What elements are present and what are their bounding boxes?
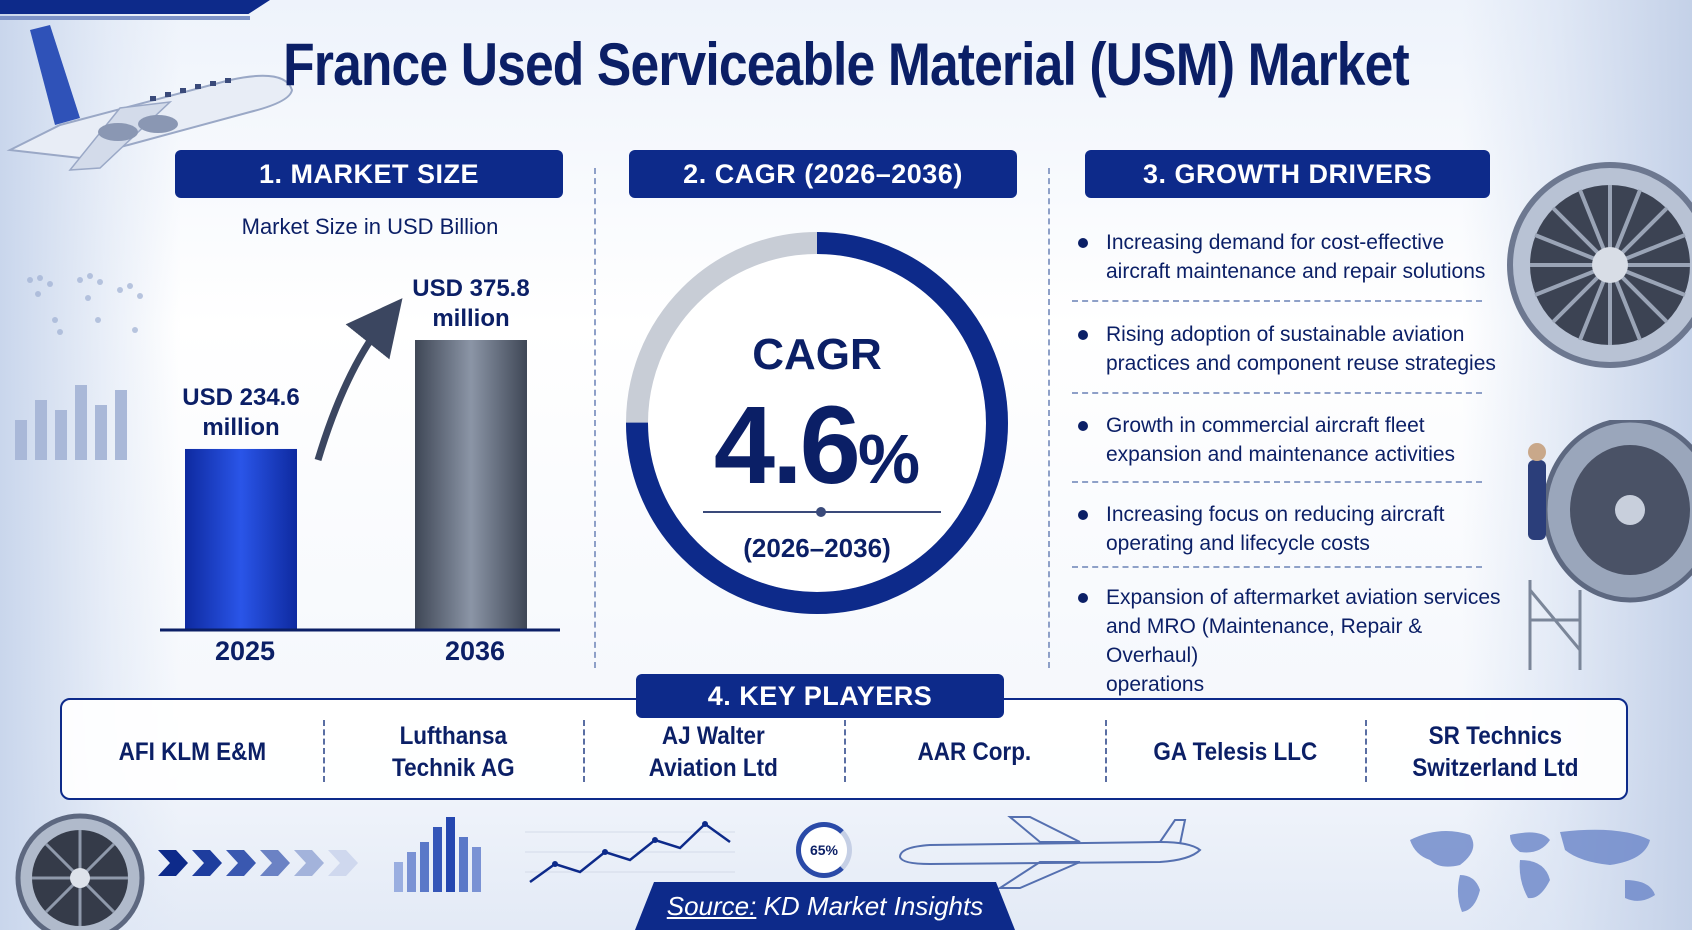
driver-bullet-icon bbox=[1078, 421, 1088, 431]
key-player-line: AFI KLM E&M bbox=[118, 738, 267, 766]
bar-2036-value-label: USD 375.8 million bbox=[385, 274, 557, 334]
key-player-item: SR Technics Switzerland Ltd bbox=[1378, 722, 1613, 782]
line-chart-icon bbox=[525, 821, 735, 884]
bar-2036-year: 2036 bbox=[444, 636, 506, 666]
growth-driver-item: Growth in commercial aircraft fleet expan… bbox=[1106, 411, 1501, 469]
growth-driver-line: operations bbox=[1106, 673, 1205, 696]
key-player-name: SR Technics Switzerland Ltd bbox=[1413, 720, 1579, 784]
cagr-value: 4.6 bbox=[713, 384, 861, 507]
growth-driver-line: Increasing demand for cost-effective bbox=[1106, 231, 1445, 254]
panel-divider-2 bbox=[1048, 168, 1050, 668]
cagr-header: 2. CAGR (2026–2036) bbox=[629, 150, 1017, 198]
growth-driver-line: expansion and maintenance activities bbox=[1106, 443, 1456, 466]
bar-2025 bbox=[185, 448, 297, 630]
cagr-value-wrap: 4.6% bbox=[622, 382, 1012, 509]
market-size-subtitle: Market Size in USD Billion bbox=[241, 214, 499, 239]
key-player-item: AJ Walter Aviation Ltd bbox=[596, 722, 831, 782]
key-player-item: Lufthansa Technik AG bbox=[336, 722, 571, 782]
cagr-ring bbox=[626, 232, 1008, 614]
growth-driver-separator bbox=[1072, 566, 1482, 568]
bar-2025-unit: million bbox=[202, 413, 280, 441]
bar-2036-value: USD 375.8 bbox=[412, 275, 530, 302]
bar-2025-value-label: USD 234.6 million bbox=[155, 383, 327, 443]
growth-driver-item: Increasing focus on reducing aircraft ope… bbox=[1106, 500, 1501, 558]
growth-driver-line: Rising adoption of sustainable aviation bbox=[1106, 323, 1465, 346]
growth-driver-line: practices and component reuse strategies bbox=[1106, 352, 1496, 375]
key-player-line: Aviation Ltd bbox=[649, 754, 779, 782]
growth-driver-item: Expansion of aftermarket aviation servic… bbox=[1106, 583, 1501, 699]
bar-2025-value: USD 234.6 bbox=[182, 383, 300, 411]
bar-chart-icon-2 bbox=[394, 817, 481, 892]
jet-engine-icon-2 bbox=[1528, 420, 1692, 670]
key-player-separator bbox=[1104, 720, 1107, 782]
arrow-up-icon bbox=[314, 298, 403, 462]
key-player-name: GA Telesis LLC bbox=[1153, 736, 1317, 768]
source-banner: Source: KD Market Insights bbox=[635, 882, 1015, 930]
source-prefix: Source: bbox=[666, 891, 757, 921]
key-player-item: AFI KLM E&M bbox=[75, 722, 310, 782]
world-map-icon-2 bbox=[1410, 829, 1655, 912]
key-player-name: AAR Corp. bbox=[917, 736, 1031, 768]
cagr-ring-fill bbox=[626, 232, 1008, 614]
cagr-period: (2026–2036) bbox=[743, 533, 891, 563]
driver-bullet-icon bbox=[1078, 238, 1088, 248]
key-player-separator bbox=[1365, 720, 1368, 782]
key-player-line: AJ Walter bbox=[662, 722, 766, 750]
bar-2036-unit: million bbox=[432, 305, 510, 332]
key-player-separator bbox=[322, 720, 325, 782]
world-map-icon bbox=[27, 273, 143, 335]
key-player-name: AJ Walter Aviation Ltd bbox=[649, 720, 778, 784]
top-stripe bbox=[0, 0, 270, 14]
page-title: France Used Serviceable Material (USM) M… bbox=[283, 31, 1409, 98]
growth-drivers-header: 3. GROWTH DRIVERS bbox=[1085, 150, 1490, 198]
key-player-item: GA Telesis LLC bbox=[1118, 722, 1353, 782]
market-size-header: 1. MARKET SIZE bbox=[175, 150, 563, 198]
growth-driver-separator bbox=[1072, 300, 1482, 302]
key-player-item: AAR Corp. bbox=[857, 722, 1092, 782]
key-player-line: AAR Corp. bbox=[917, 738, 1032, 766]
key-player-name: Lufthansa Technik AG bbox=[392, 720, 515, 784]
percent-badge: 65% bbox=[796, 822, 852, 878]
growth-driver-item: Increasing demand for cost-effective airc… bbox=[1106, 228, 1501, 286]
jet-engine-icon-3 bbox=[15, 813, 145, 930]
key-player-separator bbox=[844, 720, 846, 782]
growth-driver-separator bbox=[1072, 392, 1482, 394]
growth-driver-line: Growth in commercial aircraft fleet bbox=[1106, 414, 1425, 437]
jet-engine-icon bbox=[1507, 162, 1692, 368]
key-player-line: GA Telesis LLC bbox=[1153, 738, 1317, 766]
key-player-line: Switzerland Ltd bbox=[1412, 754, 1579, 782]
growth-driver-line: Increasing focus on reducing aircraft bbox=[1106, 503, 1445, 526]
top-stripe-thin bbox=[0, 16, 250, 20]
growth-driver-line: aircraft maintenance and repair solution… bbox=[1106, 260, 1486, 283]
market-size-bar-chart bbox=[160, 298, 560, 632]
key-player-name: AFI KLM E&M bbox=[119, 736, 266, 768]
key-player-line: Lufthansa bbox=[399, 722, 507, 750]
key-player-line: SR Technics bbox=[1428, 722, 1563, 750]
growth-driver-line: and MRO (Maintenance, Repair & Overhaul) bbox=[1106, 615, 1423, 667]
driver-bullet-icon bbox=[1078, 593, 1088, 603]
airplane-icon bbox=[6, 25, 294, 171]
cagr-divider-dot bbox=[816, 507, 826, 517]
key-player-separator bbox=[583, 720, 586, 782]
airplane-outline-icon bbox=[898, 816, 1202, 889]
driver-bullet-icon bbox=[1078, 510, 1088, 520]
chevron-right-icon bbox=[158, 850, 358, 876]
growth-driver-line: operating and lifecycle costs bbox=[1106, 532, 1370, 555]
source-name: KD Market Insights bbox=[763, 891, 984, 921]
bar-2025-year: 2025 bbox=[214, 636, 276, 666]
growth-driver-line: Expansion of aftermarket aviation servic… bbox=[1106, 586, 1501, 609]
bar-2036 bbox=[415, 340, 527, 630]
driver-bullet-icon bbox=[1078, 330, 1088, 340]
key-player-line: Technik AG bbox=[391, 754, 515, 782]
cagr-label: CAGR bbox=[752, 330, 882, 379]
growth-driver-separator bbox=[1072, 481, 1482, 483]
panel-divider-1 bbox=[594, 168, 596, 668]
bar-chart-icon bbox=[15, 385, 127, 460]
key-players-header: 4. KEY PLAYERS bbox=[636, 674, 1004, 718]
growth-driver-item: Rising adoption of sustainable aviation p… bbox=[1106, 320, 1501, 378]
cagr-percent-sign: % bbox=[857, 420, 921, 498]
